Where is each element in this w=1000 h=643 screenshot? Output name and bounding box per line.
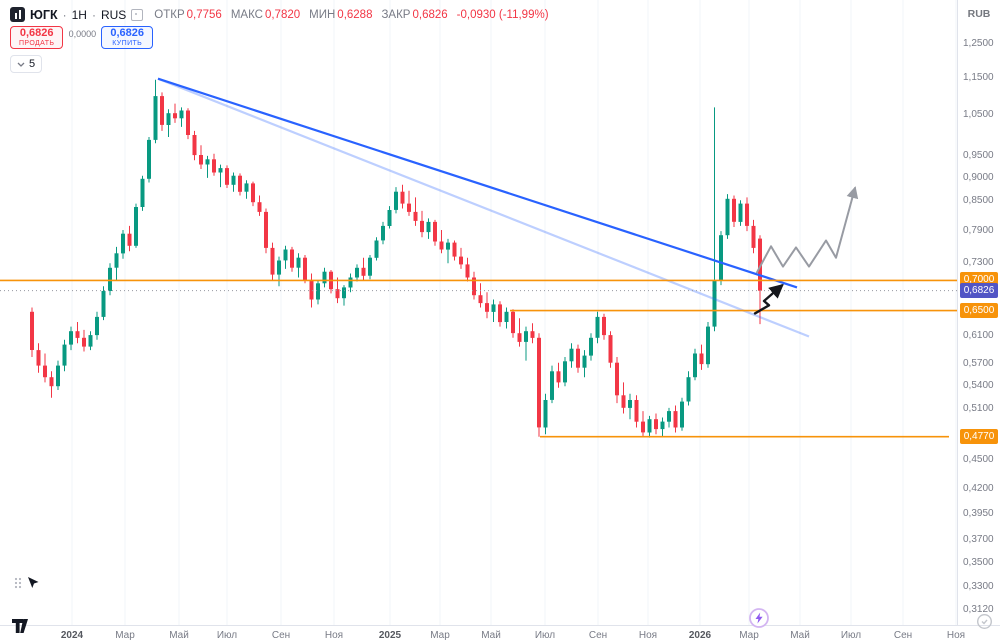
price-axis[interactable]: RUB 1,2500 1,1500 1,0500 0,9500 0,9000 0,8500…	[957, 0, 1000, 643]
price-tick-label: 0,6100	[963, 330, 994, 341]
sell-label: ПРОДАТЬ	[19, 39, 55, 47]
symbol-name[interactable]: ЮГК	[30, 7, 58, 22]
time-axis[interactable]: 2024 Мар Май Июл Сен Ноя 2025 Мар Май Июл Сен Ноя 20…	[0, 625, 1000, 643]
time-tick-label: Сен	[588, 630, 608, 641]
time-tick-label: Май	[169, 630, 189, 641]
time-tick-label: Мар	[430, 630, 450, 641]
close-value: 0,6826	[412, 8, 448, 21]
price-tick-label: 1,2500	[963, 38, 994, 49]
exchange-label: RUS	[100, 7, 127, 22]
high-value: 0,7820	[264, 8, 301, 21]
price-tick-label: 0,8500	[963, 195, 994, 206]
last-price-badge: 0,6826	[960, 283, 998, 298]
time-tick-label: 2025	[378, 630, 402, 641]
time-tick-label: Сен	[893, 630, 913, 641]
price-tick-label: 0,5100	[963, 403, 994, 414]
candles-series	[30, 79, 762, 438]
price-tick-label: 1,0500	[963, 109, 994, 120]
tradingview-logo[interactable]	[10, 616, 30, 641]
bar-count-value: 5	[29, 58, 36, 70]
currency-label: RUB	[967, 8, 991, 20]
price-tick-label: 0,7900	[963, 225, 994, 236]
buy-label: КУПИТЬ	[112, 39, 143, 47]
price-tick-label: 0,5400	[963, 380, 994, 391]
price-tick-label: 0,5700	[963, 358, 994, 369]
time-tick-label: Мар	[739, 630, 759, 641]
descending-trendline[interactable]	[157, 77, 810, 338]
price-tick-label: 0,7300	[963, 257, 994, 268]
open-value: 0,7756	[186, 8, 222, 21]
close-label: ЗАКР	[381, 8, 411, 21]
drawing-toolbar-toggle[interactable]	[14, 576, 40, 590]
price-tick-label: 1,1500	[963, 72, 994, 83]
price-tick-label: 0,3700	[963, 534, 994, 545]
time-tick-label: Ноя	[324, 630, 344, 641]
buy-button[interactable]: 0,6826 КУПИТЬ	[101, 26, 154, 49]
time-tick-label: Май	[790, 630, 810, 641]
legend-separator: ·	[91, 7, 96, 22]
boost-lightning-icon[interactable]	[748, 607, 770, 634]
grid-lines	[71, 0, 957, 625]
spread-value: 0,0000	[68, 29, 97, 39]
price-tick-label: 0,9000	[963, 172, 994, 183]
time-tick-label: Ноя	[638, 630, 658, 641]
price-tick-label: 0,3500	[963, 557, 994, 568]
scale-settings-icon[interactable]	[976, 613, 993, 635]
time-tick-label: Сен	[271, 630, 291, 641]
bar-count-dropdown[interactable]: 5	[10, 55, 43, 73]
price-tick-label: 0,4500	[963, 454, 994, 465]
low-label: МИН	[309, 8, 336, 21]
price-tick-label: 0,9500	[963, 150, 994, 161]
change-value: -0,0930	[456, 8, 496, 21]
sell-price: 0,6826	[19, 26, 54, 39]
market-status-icon	[131, 8, 144, 21]
time-tick-label: Ноя	[946, 630, 966, 641]
time-tick-label: 2024	[60, 630, 84, 641]
level-price-badge: 0,6500	[960, 303, 998, 318]
low-value: 0,6288	[337, 8, 373, 21]
legend-separator: ·	[62, 7, 67, 22]
buy-price: 0,6826	[110, 26, 145, 39]
open-label: ОТКР	[154, 8, 185, 21]
projection-zigzag-arrow[interactable]	[756, 186, 859, 274]
chevron-down-icon	[17, 62, 25, 67]
change-percent: (-11,99%)	[498, 8, 549, 21]
symbol-logo-icon	[10, 7, 25, 22]
descending-trendline[interactable]	[157, 77, 798, 289]
time-tick-label: 2026	[688, 630, 712, 641]
time-tick-label: Июл	[840, 630, 862, 641]
time-tick-label: Мар	[115, 630, 135, 641]
sell-button[interactable]: 0,6826 ПРОДАТЬ	[10, 26, 64, 49]
time-tick-label: Май	[481, 630, 501, 641]
time-tick-label: Июл	[534, 630, 556, 641]
symbol-legend: ЮГК · 1H · RUS ОТКР 0,7756 МАКС 0,7820 МИН…	[10, 7, 549, 22]
ohlc-values: ОТКР 0,7756 МАКС 0,7820 МИН 0,6288 ЗАКР 0,68…	[154, 9, 548, 21]
cursor-icon	[28, 577, 39, 588]
high-label: МАКС	[230, 8, 263, 21]
annotation-arrow[interactable]	[753, 283, 784, 315]
drag-handle-icon	[14, 577, 22, 589]
price-tick-label: 0,3120	[963, 604, 994, 615]
price-tick-label: 0,3300	[963, 581, 994, 592]
trade-widget: 0,6826 ПРОДАТЬ 0,0000 0,6826 КУПИТЬ	[10, 26, 154, 49]
level-price-badge: 0,4770	[960, 429, 998, 444]
timeframe-label[interactable]: 1H	[71, 7, 87, 22]
price-tick-label: 0,3950	[963, 508, 994, 519]
time-tick-label: Июл	[216, 630, 238, 641]
price-tick-label: 0,4200	[963, 483, 994, 494]
